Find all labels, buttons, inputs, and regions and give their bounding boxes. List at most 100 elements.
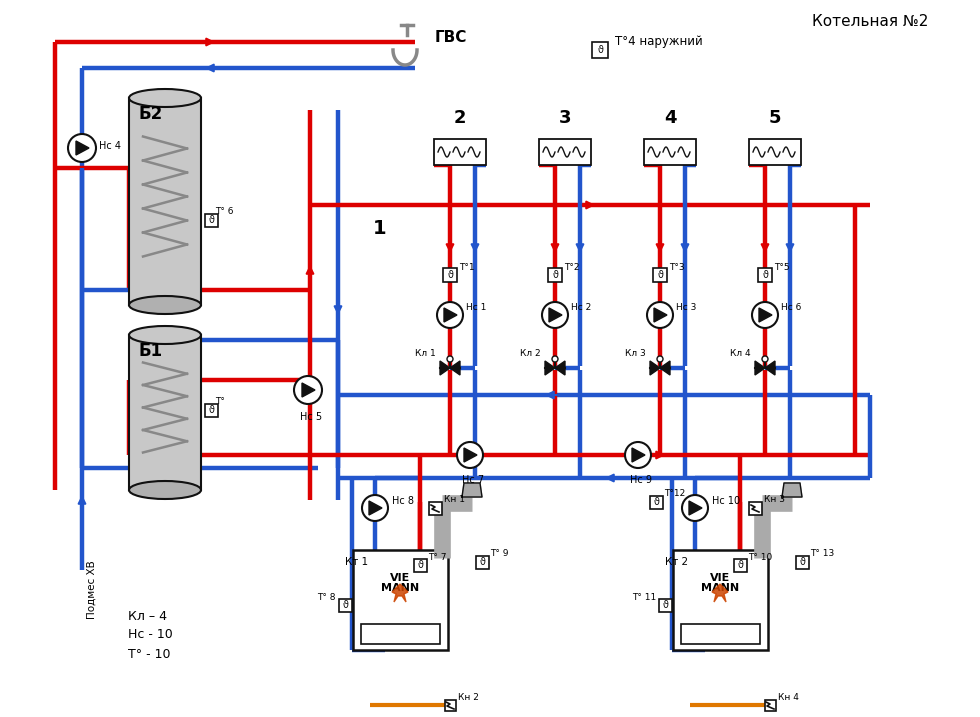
Bar <box>548 268 562 282</box>
Bar <box>205 404 218 417</box>
Circle shape <box>657 356 663 362</box>
Text: Т° 11: Т° 11 <box>632 592 656 602</box>
Text: MANN: MANN <box>701 583 739 593</box>
Text: Нс 4: Нс 4 <box>99 141 121 151</box>
Text: Кл 4: Кл 4 <box>730 349 751 358</box>
Polygon shape <box>76 141 89 155</box>
Text: ϑ: ϑ <box>662 600 668 610</box>
Circle shape <box>437 302 463 328</box>
Circle shape <box>542 302 568 328</box>
Bar <box>650 495 662 508</box>
Text: Нс 8: Нс 8 <box>392 496 414 506</box>
Bar <box>205 214 218 227</box>
Text: Нс 1: Нс 1 <box>466 303 486 313</box>
Bar <box>764 700 775 711</box>
Text: Кл – 4
Нс - 10
Т° - 10: Кл – 4 Нс - 10 Т° - 10 <box>127 609 172 660</box>
Text: Т° 7: Т° 7 <box>428 554 447 563</box>
Text: ϑ: ϑ <box>597 45 603 55</box>
Text: Кт 2: Кт 2 <box>665 557 688 567</box>
Bar <box>796 556 808 569</box>
Text: Т°2: Т°2 <box>564 264 579 272</box>
Polygon shape <box>759 308 772 322</box>
Text: ϑ: ϑ <box>762 270 768 280</box>
Polygon shape <box>712 584 728 602</box>
Text: Т°4 наружний: Т°4 наружний <box>615 36 703 49</box>
Text: Кл 3: Кл 3 <box>625 349 646 358</box>
Text: Нс 3: Нс 3 <box>676 303 697 313</box>
Text: 3: 3 <box>559 109 571 127</box>
Text: Кл 2: Кл 2 <box>520 349 541 358</box>
Ellipse shape <box>129 481 201 499</box>
Polygon shape <box>654 308 667 322</box>
Circle shape <box>447 356 453 362</box>
Text: Нс 7: Нс 7 <box>462 475 484 485</box>
Text: 2: 2 <box>454 109 466 127</box>
Ellipse shape <box>129 326 201 344</box>
Text: Кн 3: Кн 3 <box>764 495 785 505</box>
Bar <box>672 550 767 650</box>
Text: Т°3: Т°3 <box>669 264 685 272</box>
Text: Нс 5: Нс 5 <box>300 412 322 422</box>
Text: 4: 4 <box>663 109 676 127</box>
Polygon shape <box>302 383 315 397</box>
Bar <box>653 268 667 282</box>
Text: Т°5: Т°5 <box>774 264 790 272</box>
Bar <box>443 268 457 282</box>
Bar <box>749 139 801 165</box>
Bar <box>434 139 486 165</box>
Ellipse shape <box>129 89 201 107</box>
Text: Т° 8: Т° 8 <box>318 592 336 602</box>
Bar <box>680 624 760 644</box>
Text: Т° 13: Т° 13 <box>810 549 834 559</box>
Circle shape <box>362 495 388 521</box>
Circle shape <box>552 356 558 362</box>
Text: VIE: VIE <box>710 573 730 583</box>
Text: ϑ: ϑ <box>417 560 423 570</box>
Polygon shape <box>782 483 802 497</box>
Text: ϑ: ϑ <box>552 270 558 280</box>
Text: ГВС: ГВС <box>435 31 467 45</box>
Polygon shape <box>545 361 555 375</box>
Text: MANN: MANN <box>381 583 419 593</box>
Text: ϑ: ϑ <box>208 405 214 415</box>
Text: 5: 5 <box>768 109 781 127</box>
Polygon shape <box>392 584 408 602</box>
Polygon shape <box>755 361 765 375</box>
Text: ϑ: ϑ <box>447 270 453 280</box>
Text: Т°1: Т°1 <box>459 264 474 272</box>
Bar <box>749 501 761 515</box>
Polygon shape <box>464 448 477 462</box>
Circle shape <box>68 134 96 162</box>
Bar <box>758 268 772 282</box>
Polygon shape <box>689 501 702 515</box>
Text: Б2: Б2 <box>139 105 163 123</box>
Text: VIE: VIE <box>390 573 410 583</box>
Bar <box>733 559 747 571</box>
Circle shape <box>625 442 651 468</box>
Polygon shape <box>450 361 460 375</box>
Text: Нс 2: Нс 2 <box>571 303 591 313</box>
Polygon shape <box>765 361 775 375</box>
Text: Т° 10: Т° 10 <box>748 554 772 563</box>
Circle shape <box>682 495 708 521</box>
Text: Кт 1: Кт 1 <box>345 557 368 567</box>
Bar <box>644 139 696 165</box>
Text: Т°12: Т°12 <box>664 490 685 498</box>
Text: Кн 4: Кн 4 <box>778 693 799 701</box>
Text: Т° 6: Т° 6 <box>215 207 233 217</box>
Bar <box>129 335 201 490</box>
Text: ϑ: ϑ <box>479 557 485 567</box>
Text: ϑ: ϑ <box>799 557 805 567</box>
Text: ϑ: ϑ <box>342 600 348 610</box>
Bar <box>129 98 201 305</box>
Text: ϑ: ϑ <box>208 215 214 225</box>
Text: Нс 6: Нс 6 <box>781 303 802 313</box>
Polygon shape <box>632 448 645 462</box>
Bar <box>353 550 448 650</box>
Text: Т°: Т° <box>215 397 224 407</box>
Bar <box>539 139 591 165</box>
Bar <box>659 599 671 612</box>
Circle shape <box>294 376 322 404</box>
Polygon shape <box>549 308 562 322</box>
Polygon shape <box>369 501 382 515</box>
